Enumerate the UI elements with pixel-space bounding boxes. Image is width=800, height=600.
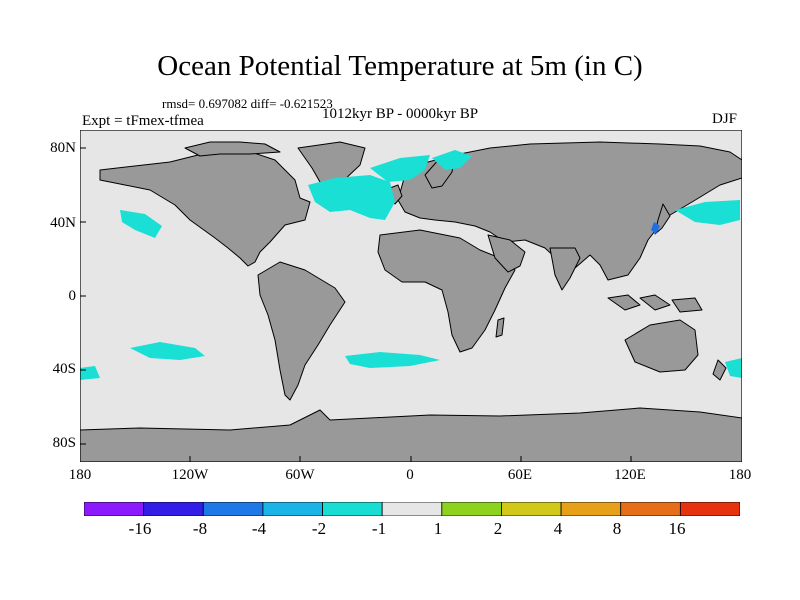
lon-label-60e: 60E	[507, 467, 533, 483]
lon-label-0: 0	[406, 467, 414, 483]
world-map	[80, 130, 742, 462]
rmsd-diff-stats: rmsd= 0.697082 diff= -0.621523	[162, 96, 333, 111]
lon-label-180w: 180	[68, 467, 92, 483]
plot-title: Ocean Potential Temperature at 5m (in C)	[157, 50, 643, 82]
land-maritime-continent	[607, 294, 703, 313]
colorbar-label: -2	[311, 519, 327, 538]
land-south-america	[257, 261, 346, 401]
land-madagascar	[495, 317, 505, 338]
land-north-america	[99, 149, 311, 267]
time-period-label: 1012kyr BP - 0000kyr BP	[322, 106, 479, 122]
anomaly-southern-ocean-east	[725, 358, 742, 378]
colorbar-label: -1	[371, 519, 387, 538]
lon-label-180e: 180	[728, 467, 752, 483]
lon-label-120e: 120E	[614, 467, 646, 483]
colorbar-label: 4	[553, 519, 563, 538]
season-label: DJF	[712, 111, 738, 127]
anomaly-north-pacific-east	[120, 210, 162, 238]
anomaly-south-atlantic	[345, 352, 440, 368]
colorbar-box	[620, 502, 681, 516]
land-india	[549, 247, 581, 291]
anomaly-south-pacific	[130, 342, 205, 360]
colorbar-box	[679, 502, 740, 516]
land-antarctica	[80, 407, 742, 462]
lat-label-equator: 0	[68, 288, 77, 304]
colorbar-label: 8	[612, 519, 622, 538]
anomaly-barents-sea	[432, 150, 472, 170]
anomaly-nordic-seas	[370, 155, 430, 182]
colorbar-label: -4	[251, 519, 267, 538]
land-australia	[624, 319, 699, 373]
experiment-label: Expt = tFmex-tfmea	[82, 113, 204, 129]
colorbar-label: -16	[128, 519, 152, 538]
colorbar-box	[560, 502, 622, 516]
colorbar-box	[143, 502, 204, 516]
lat-label-80n: 80N	[50, 140, 76, 156]
lat-label-80s: 80S	[52, 435, 76, 451]
colorbar-label: 2	[493, 519, 503, 538]
lat-label-40n: 40N	[50, 215, 76, 231]
land-eurasia	[397, 141, 742, 281]
land-new-zealand	[712, 359, 727, 381]
colorbar-box	[262, 502, 323, 516]
colorbar-box	[501, 502, 562, 516]
colorbar-box	[84, 502, 145, 516]
anomaly-sea-of-japan	[651, 222, 660, 234]
colorbar-label: 1	[433, 519, 443, 538]
land-canadian-arctic	[184, 141, 281, 157]
colorbar	[84, 502, 740, 516]
colorbar-label: 16	[668, 519, 686, 538]
land-arabia	[487, 234, 526, 273]
colorbar-box	[441, 502, 502, 516]
lat-label-40s: 40S	[52, 361, 76, 377]
colorbar-box	[322, 502, 383, 516]
land-africa	[377, 229, 516, 353]
colorbar-label: -8	[192, 519, 208, 538]
colorbar-box	[381, 502, 443, 516]
lon-label-60w: 60W	[285, 467, 315, 483]
anomaly-north-pacific-west	[675, 200, 740, 225]
lon-label-120w: 120W	[171, 467, 209, 483]
anomaly-north-atlantic	[308, 175, 395, 220]
colorbar-box	[202, 502, 264, 516]
